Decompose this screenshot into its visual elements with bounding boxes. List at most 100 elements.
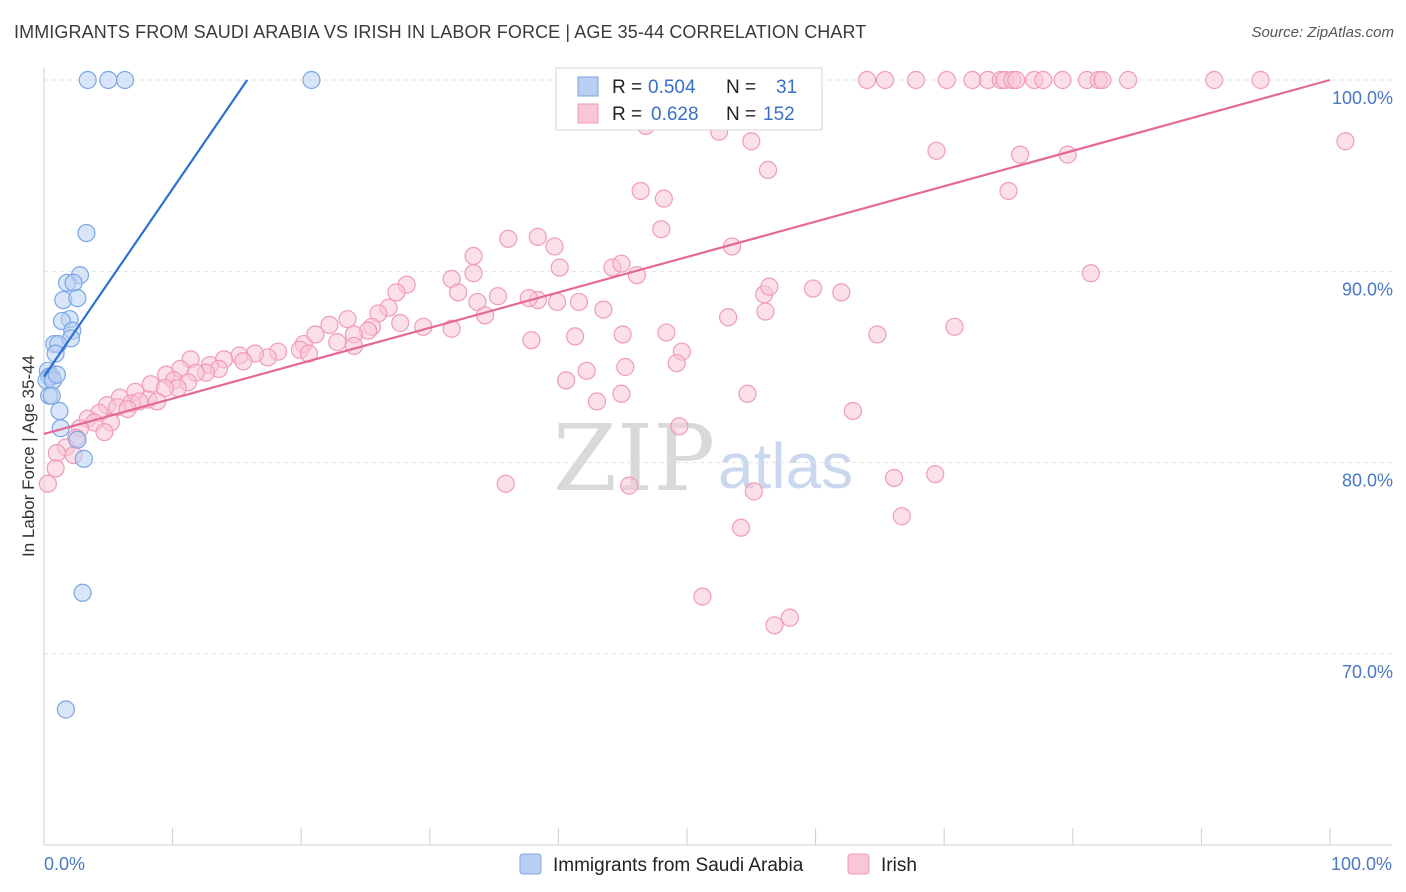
legend-r-value-irish: 0.628 <box>651 104 699 125</box>
y-tick-label-100: 100.0% <box>1332 88 1393 108</box>
point-irish-109 <box>155 378 174 398</box>
point-saudi-16 <box>46 344 65 363</box>
y-tick-label-70: 70.0% <box>1342 662 1393 682</box>
y-tick-labels: 70.0% 80.0% 90.0% 100.0% <box>1332 88 1393 682</box>
point-irish-133 <box>557 371 576 390</box>
point-irish-136 <box>587 392 607 411</box>
point-irish-147 <box>693 587 712 606</box>
point-irish-83 <box>613 325 632 344</box>
series-irish-points <box>38 70 1355 635</box>
point-irish-66 <box>594 300 613 319</box>
point-irish-23 <box>1093 70 1112 90</box>
point-irish-38 <box>999 181 1018 201</box>
point-irish-9 <box>875 70 895 90</box>
series-saudi-points <box>37 70 321 719</box>
legend-top-box <box>555 67 823 131</box>
watermark-zip: ZIP <box>553 405 715 512</box>
point-irish-134 <box>667 354 686 373</box>
chart-title: IMMIGRANTS FROM SAUDI ARABIA VS IRISH IN… <box>14 22 867 42</box>
point-saudi-7 <box>64 273 83 292</box>
point-irish-132 <box>616 357 635 377</box>
point-irish-10 <box>906 70 926 90</box>
legend-bottom-swatch-saudi <box>519 853 542 875</box>
point-irish-124 <box>95 422 114 442</box>
point-irish-71 <box>320 315 339 335</box>
point-irish-40 <box>499 229 518 248</box>
x-tick-label-max: 100.0% <box>1331 854 1392 874</box>
point-irish-135 <box>738 384 757 403</box>
point-irish-69 <box>391 313 410 333</box>
legend-bottom-label-saudi: Immigrants from Saudi Arabia <box>553 855 804 876</box>
point-irish-144 <box>926 465 945 484</box>
point-saudi-30 <box>47 365 66 384</box>
point-irish-26 <box>1251 70 1270 90</box>
point-irish-149 <box>780 608 799 627</box>
source-label: Source: ZipAtlas.com <box>1251 24 1394 41</box>
point-irish-12 <box>963 70 982 90</box>
legend-n-value-irish: 152 <box>763 104 795 125</box>
point-irish-138 <box>843 401 862 421</box>
x-tick-label-min: 0.0% <box>44 854 85 874</box>
point-irish-24 <box>1118 70 1138 90</box>
point-irish-84 <box>657 323 676 342</box>
legend-swatch-irish <box>577 103 599 124</box>
gridlines <box>44 79 1392 655</box>
point-irish-45 <box>464 264 483 283</box>
point-saudi-28 <box>73 583 92 602</box>
point-irish-137 <box>612 384 631 403</box>
point-irish-72 <box>338 310 357 329</box>
point-irish-142 <box>744 482 763 501</box>
point-saudi-24 <box>50 401 69 421</box>
point-irish-63 <box>475 306 495 325</box>
legend-r-label-irish: R = <box>612 104 642 125</box>
point-irish-61 <box>832 283 851 302</box>
trend-lines <box>43 78 1331 436</box>
x-ticks <box>43 828 1331 845</box>
point-saudi-26 <box>68 430 87 449</box>
point-irish-8 <box>857 70 877 90</box>
trend-line-saudi <box>43 79 249 378</box>
point-irish-97 <box>234 352 253 371</box>
point-irish-129 <box>46 459 65 478</box>
point-irish-19 <box>1034 70 1053 90</box>
point-irish-17 <box>1007 70 1026 90</box>
point-irish-37 <box>654 189 673 208</box>
legend-n-label-irish: N = <box>726 104 756 125</box>
point-irish-53 <box>448 283 468 302</box>
point-irish-20 <box>1053 70 1072 90</box>
point-irish-41 <box>528 227 547 246</box>
point-saudi-4 <box>77 223 96 243</box>
point-irish-43 <box>464 246 483 266</box>
legend-n-label-saudi: N = <box>726 77 756 98</box>
point-saudi-29 <box>56 700 75 719</box>
point-irish-25 <box>1205 70 1224 90</box>
point-irish-35 <box>1336 132 1355 151</box>
point-irish-31 <box>927 141 946 160</box>
point-irish-32 <box>1010 145 1030 164</box>
trend-line-irish <box>43 78 1331 436</box>
legend-bottom-swatch-irish <box>847 853 870 875</box>
point-saudi-1 <box>99 70 118 90</box>
point-irish-77 <box>719 308 738 327</box>
point-irish-79 <box>945 317 964 336</box>
point-irish-55 <box>488 287 508 306</box>
point-irish-88 <box>306 325 325 344</box>
point-irish-62 <box>387 283 406 302</box>
point-irish-141 <box>620 476 639 495</box>
point-irish-59 <box>760 277 779 296</box>
point-irish-145 <box>731 518 751 537</box>
legend-swatch-saudi <box>577 76 599 97</box>
point-irish-148 <box>765 616 784 635</box>
legend-bottom-label-irish: Irish <box>881 855 917 876</box>
point-irish-65 <box>548 292 567 312</box>
point-saudi-23 <box>42 386 61 405</box>
point-irish-44 <box>545 237 564 256</box>
point-irish-130 <box>38 474 57 493</box>
point-irish-50 <box>1081 264 1100 283</box>
point-irish-139 <box>670 417 689 436</box>
point-irish-60 <box>803 279 823 298</box>
point-irish-127 <box>47 444 66 463</box>
point-saudi-27 <box>74 449 93 468</box>
point-irish-81 <box>522 331 541 350</box>
